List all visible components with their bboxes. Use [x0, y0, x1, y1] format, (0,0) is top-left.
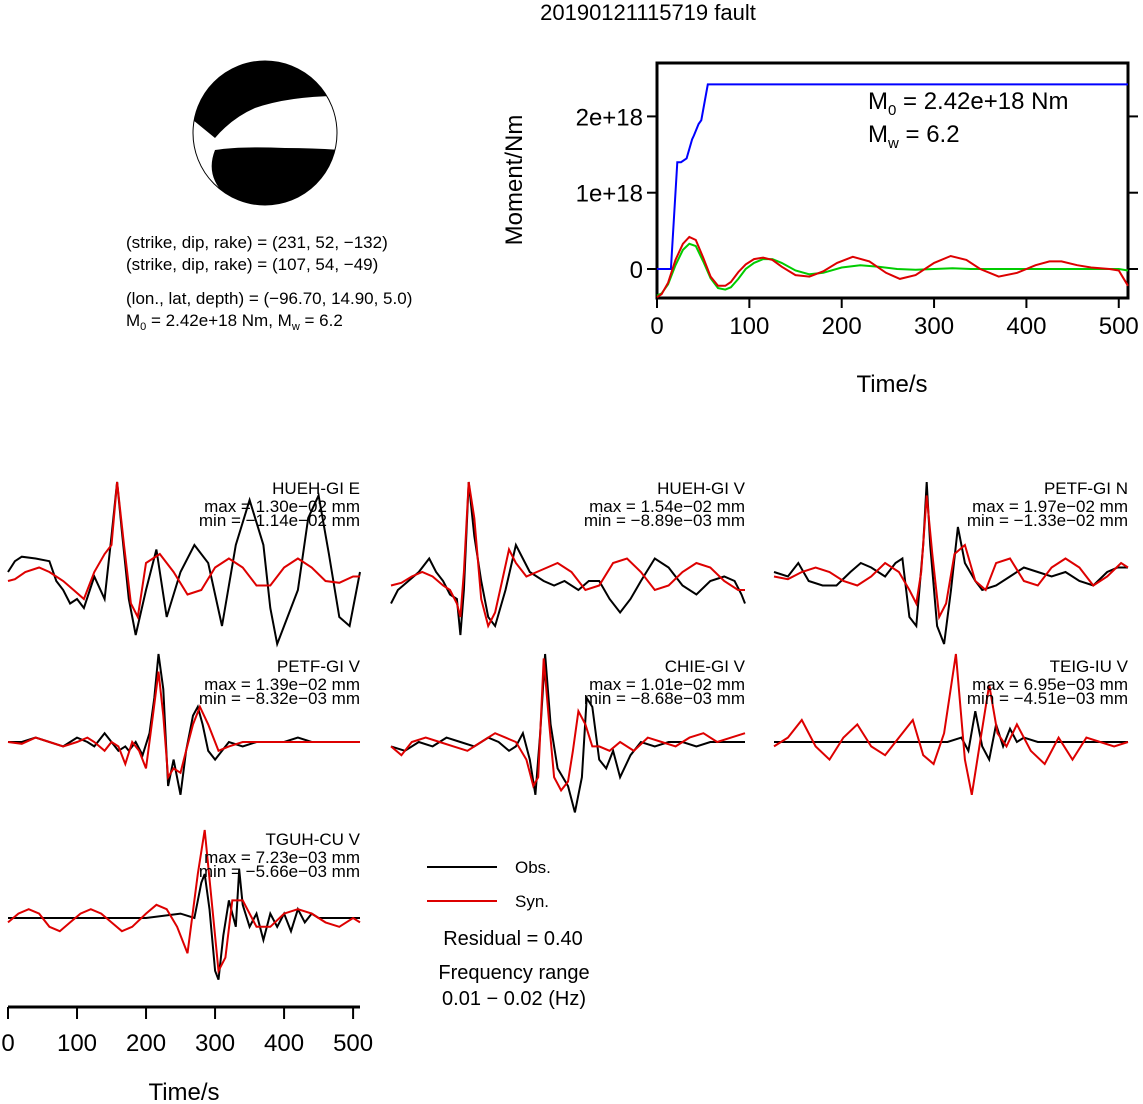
legend-obs-label: Obs. — [515, 858, 551, 877]
moment-axes: 0 100 200 300 400 500 0 1e+18 2e+18 — [576, 104, 1139, 340]
waveform-x-tick-label: 0 — [1, 1030, 14, 1057]
moment-series-line — [656, 242, 1129, 297]
frequency-range-label: Frequency range — [438, 962, 589, 984]
beachball-compression-upper — [193, 61, 337, 138]
moment-x-tick-label: 100 — [729, 313, 769, 340]
max-amplitude-label: max = 1.97e−02 mm — [972, 497, 1128, 516]
synthetic-trace — [390, 481, 745, 629]
station-label: CHIE-GI V — [665, 657, 746, 676]
moment-series-line — [656, 235, 1129, 299]
moment-x-tick-label: 0 — [650, 313, 663, 340]
moment-series-line — [657, 83, 1128, 270]
nodal-plane-1: (strike, dip, rake) = (231, 52, −132) — [126, 233, 388, 252]
moment-plot-frame — [655, 61, 1130, 300]
station-label: PETF-GI V — [277, 657, 361, 676]
min-amplitude-label: min = −4.51e−03 mm — [967, 689, 1128, 708]
observed-trace — [390, 481, 746, 636]
moment-chart: Moment/Nm Time/s 0 100 200 300 400 500 0 1e+18 2… — [501, 61, 1139, 398]
location-label: (lon., lat, depth) = (−96.70, 14.90, 5.0… — [126, 289, 412, 308]
moment-y-tick-label: 2e+18 — [576, 104, 643, 131]
mechanism-text: (strike, dip, rake) = (231, 52, −132) (s… — [126, 233, 412, 333]
min-amplitude-label: min = −1.14e−02 mm — [199, 511, 360, 530]
max-amplitude-label: max = 7.23e−03 mm — [204, 848, 360, 867]
synthetic-trace — [773, 653, 1129, 795]
station-label: TEIG-IU V — [1050, 657, 1129, 676]
min-amplitude-label: min = −8.32e−03 mm — [199, 689, 360, 708]
observed-trace — [773, 481, 1128, 645]
max-amplitude-label: max = 1.39e−02 mm — [204, 675, 360, 694]
waveform-x-tick-label: 500 — [333, 1030, 373, 1057]
moment-x-tick-label: 300 — [914, 313, 954, 340]
min-amplitude-label: min = −1.33e−02 mm — [967, 511, 1128, 530]
beachball — [192, 60, 338, 206]
max-amplitude-label: max = 6.95e−03 mm — [972, 675, 1128, 694]
min-amplitude-label: min = −8.68e−03 mm — [584, 689, 745, 708]
nodal-plane-2: (strike, dip, rake) = (107, 54, −49) — [126, 255, 378, 274]
station-label: HUEH-GI V — [657, 479, 746, 498]
moment-m0-annotation: M0 = 2.42e+18 Nm — [868, 88, 1068, 119]
min-amplitude-label: min = −5.66e−03 mm — [199, 862, 360, 881]
observed-trace — [8, 869, 360, 980]
residual-label: Residual = 0.40 — [443, 928, 583, 950]
moment-y-label: Moment/Nm — [501, 115, 528, 246]
figure-title: 20190121115719 fault — [540, 0, 756, 25]
max-amplitude-label: max = 1.30e−02 mm — [204, 497, 360, 516]
waveform-x-tick-label: 300 — [195, 1030, 235, 1057]
waveform-x-tick-label: 100 — [57, 1030, 97, 1057]
moment-x-tick-label: 200 — [822, 313, 862, 340]
moment-x-label: Time/s — [856, 371, 927, 398]
observed-trace — [774, 711, 1128, 763]
waveform-x-tick-label: 200 — [126, 1030, 166, 1057]
moment-x-tick-label: 400 — [1006, 313, 1046, 340]
max-amplitude-label: max = 1.01e−02 mm — [589, 675, 745, 694]
legend: Obs. Syn. — [427, 858, 551, 911]
beachball-compression-lower — [211, 147, 337, 205]
moment-series — [656, 83, 1129, 299]
waveform-x-label: Time/s — [148, 1079, 219, 1104]
frequency-range-value: 0.01 − 0.02 (Hz) — [442, 988, 586, 1010]
moment-x-tick-label: 500 — [1099, 313, 1139, 340]
waveform-time-axis: Time/s 0 100 200 300 400 500 — [1, 1005, 373, 1104]
station-label: HUEH-GI E — [272, 479, 360, 498]
station-label: TGUH-CU V — [266, 830, 361, 849]
min-amplitude-label: min = −8.89e−03 mm — [584, 511, 745, 530]
max-amplitude-label: max = 1.54e−02 mm — [589, 497, 745, 516]
station-label: PETF-GI N — [1044, 479, 1128, 498]
moment-y-tick-label: 1e+18 — [576, 181, 643, 208]
moment-y-tick-label: 0 — [630, 257, 643, 284]
synthetic-trace — [773, 495, 1129, 621]
legend-syn-label: Syn. — [515, 892, 549, 911]
observed-trace — [7, 481, 361, 648]
synthetic-trace — [7, 481, 360, 621]
synthetic-trace — [7, 671, 360, 781]
moment-label: M0 = 2.42e+18 Nm, Mw = 6.2 — [126, 311, 343, 333]
synthetic-trace — [390, 658, 746, 793]
synthetic-trace — [7, 829, 361, 975]
waveform-x-tick-label: 400 — [264, 1030, 304, 1057]
moment-mw-annotation: Mw = 6.2 — [868, 121, 960, 152]
